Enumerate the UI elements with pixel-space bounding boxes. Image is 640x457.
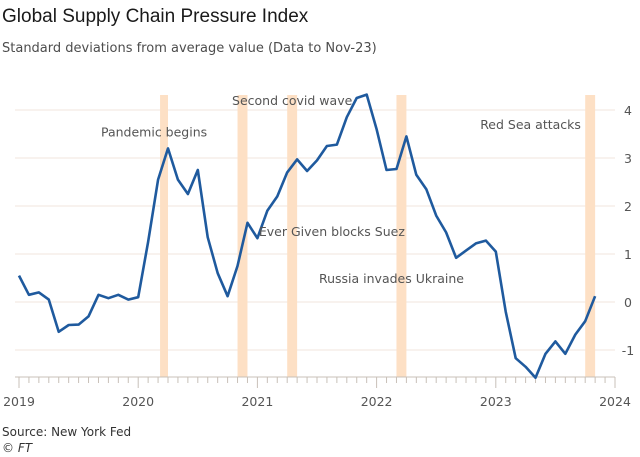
y-tick-label: 1: [624, 247, 632, 262]
event-annotation: Ever Given blocks Suez: [259, 224, 405, 239]
y-tick-label: 0: [624, 295, 632, 310]
event-band: [160, 95, 168, 377]
x-tick-label: 2021: [241, 394, 273, 409]
event-annotation: Red Sea attacks: [480, 117, 581, 132]
x-tick-label: 2019: [3, 394, 35, 409]
event-annotation: Pandemic begins: [101, 124, 207, 139]
event-annotation: Second covid wave: [232, 93, 353, 108]
y-tick-label: 2: [624, 199, 632, 214]
event-band: [287, 95, 298, 377]
event-band: [237, 95, 248, 377]
event-band: [585, 95, 596, 377]
y-tick-label: 4: [624, 103, 632, 118]
source-note: Source: New York Fed: [2, 425, 132, 439]
y-tick-label: 3: [624, 151, 632, 166]
x-tick-label: 2022: [361, 394, 393, 409]
y-tick-label: -1: [622, 343, 634, 358]
x-tick-label: 2024: [599, 394, 631, 409]
event-band: [396, 95, 407, 377]
x-tick-label: 2023: [480, 394, 512, 409]
chart-title: Global Supply Chain Pressure Index: [2, 6, 309, 27]
event-annotation: Russia invades Ukraine: [319, 271, 464, 286]
x-tick-label: 2020: [122, 394, 154, 409]
credit-note: © FT: [2, 441, 33, 455]
chart-subtitle: Standard deviations from average value (…: [2, 41, 377, 56]
